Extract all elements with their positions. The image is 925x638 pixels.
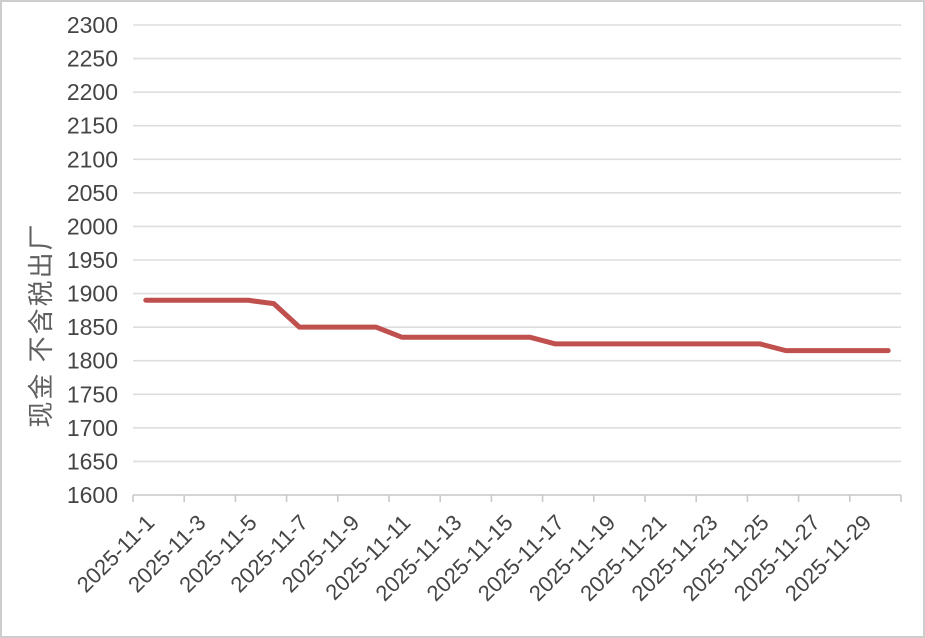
y-tick-label: 2150	[67, 113, 118, 139]
y-tick-label: 1800	[67, 348, 118, 374]
y-tick-label: 2000	[67, 213, 118, 239]
y-tick-label: 1600	[67, 482, 118, 508]
y-tick-label: 1850	[67, 314, 118, 340]
y-tick-label: 2100	[67, 146, 118, 172]
y-tick-label: 2200	[67, 79, 118, 105]
y-axis-title: 现金 不含税出厂	[26, 222, 56, 428]
y-tick-label: 1950	[67, 247, 118, 273]
price-line	[143, 297, 891, 354]
y-tick-label: 1900	[67, 281, 118, 307]
y-tick-label: 2300	[67, 12, 118, 38]
y-tick-label: 2050	[67, 180, 118, 206]
y-tick-label: 1750	[67, 381, 118, 407]
y-tick-label: 2250	[67, 46, 118, 72]
y-tick-label: 1700	[67, 415, 118, 441]
y-tick-label: 1650	[67, 448, 118, 474]
